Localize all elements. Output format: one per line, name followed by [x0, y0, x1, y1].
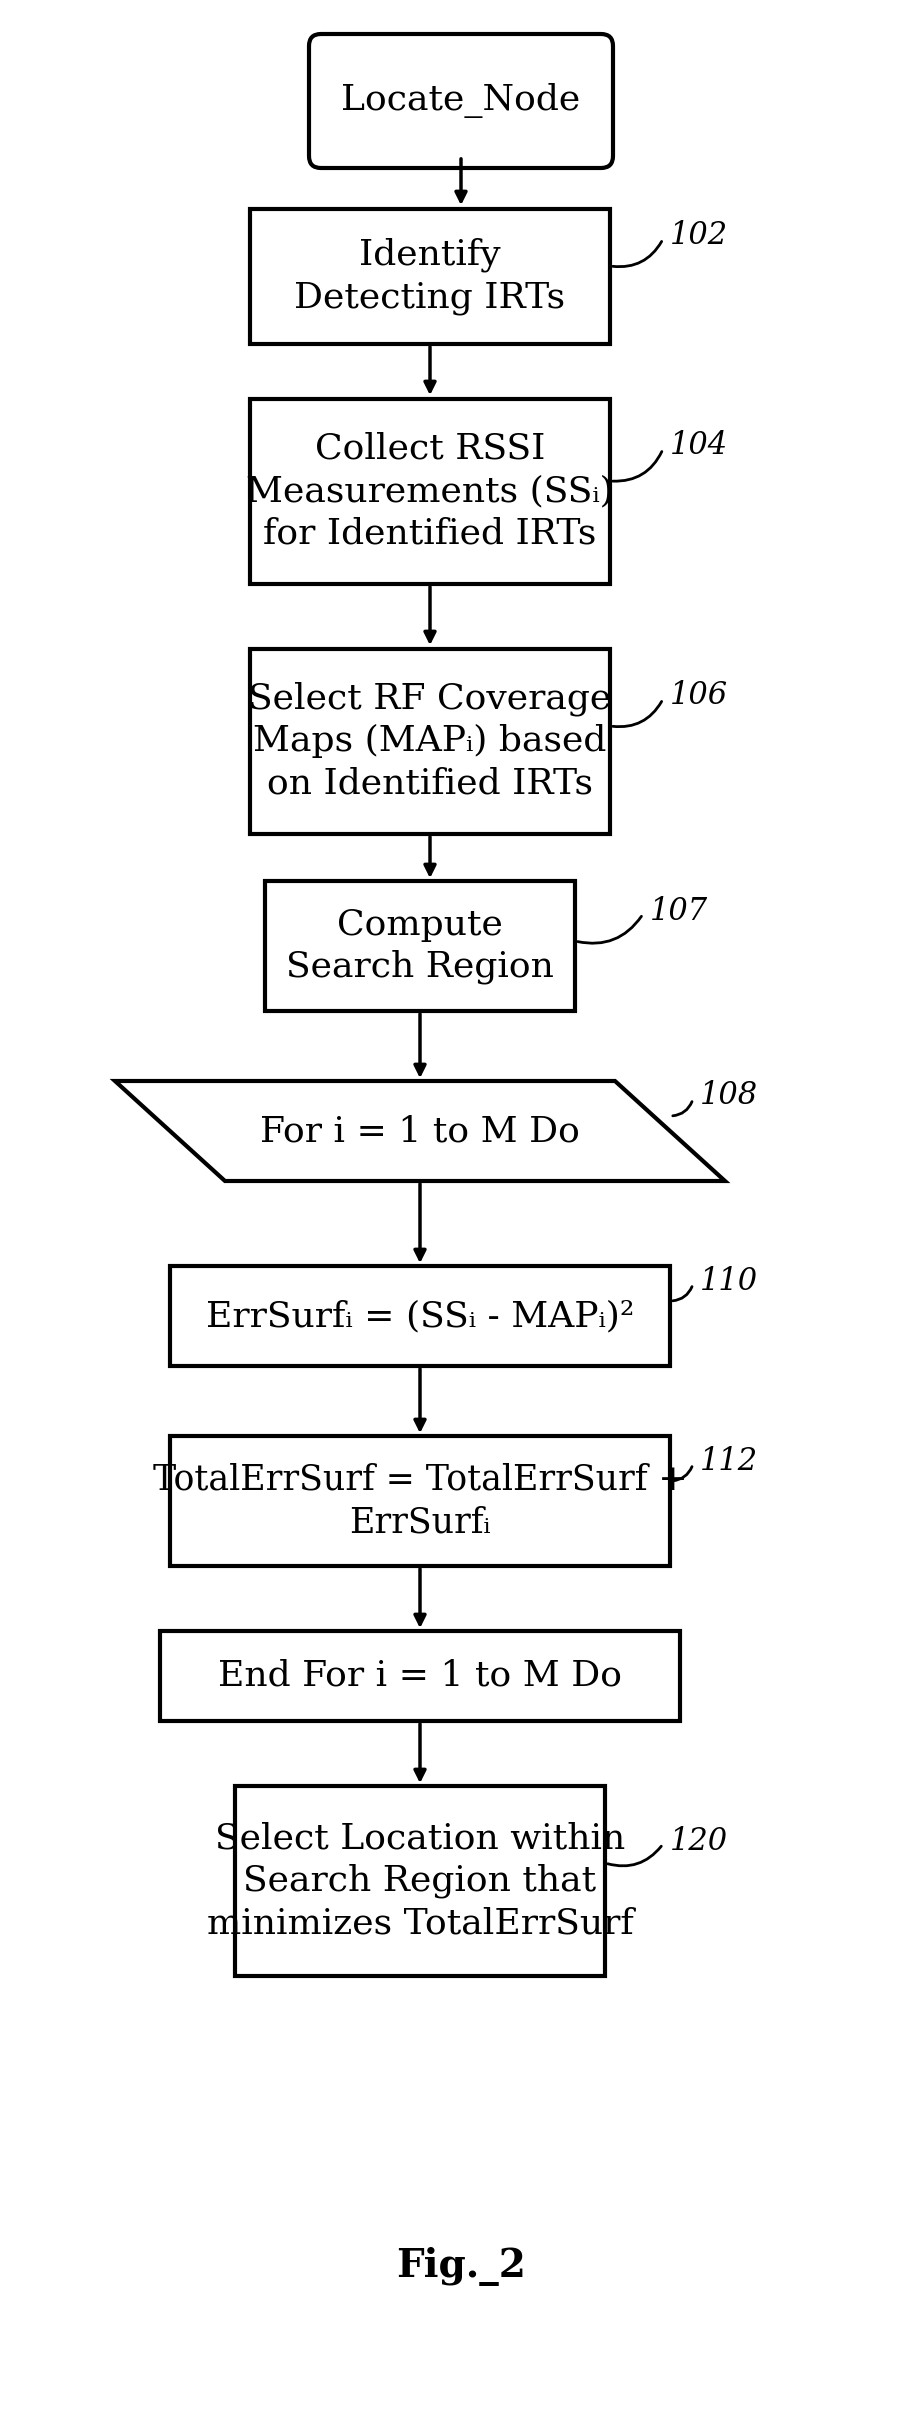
FancyArrowPatch shape: [613, 242, 662, 266]
FancyArrowPatch shape: [613, 702, 662, 726]
FancyArrowPatch shape: [673, 1467, 692, 1482]
Text: ErrSurfᵢ = (SSᵢ - MAPᵢ)²: ErrSurfᵢ = (SSᵢ - MAPᵢ)²: [206, 1300, 634, 1334]
Text: 120: 120: [670, 1825, 728, 1857]
Text: Select Location within
Search Region that
minimizes TotalErrSurf: Select Location within Search Region tha…: [207, 1821, 633, 1939]
Text: Fig._2: Fig._2: [396, 2247, 526, 2285]
Text: 107: 107: [650, 896, 708, 927]
Text: Compute
Search Region: Compute Search Region: [286, 908, 554, 985]
Text: 104: 104: [670, 431, 728, 462]
Text: TotalErrSurf = TotalErrSurf +
ErrSurfᵢ: TotalErrSurf = TotalErrSurf + ErrSurfᵢ: [153, 1462, 687, 1540]
Bar: [250, 208, 610, 344]
FancyArrowPatch shape: [578, 915, 642, 944]
FancyBboxPatch shape: [309, 34, 613, 167]
Text: 106: 106: [670, 680, 728, 712]
Text: End For i = 1 to M Do: End For i = 1 to M Do: [218, 1658, 622, 1692]
Text: 102: 102: [670, 220, 728, 252]
FancyArrowPatch shape: [613, 453, 662, 482]
Text: For i = 1 to M Do: For i = 1 to M Do: [260, 1114, 580, 1148]
Text: Locate_Node: Locate_Node: [341, 82, 581, 119]
FancyArrowPatch shape: [673, 1102, 692, 1116]
Text: Identify
Detecting IRTs: Identify Detecting IRTs: [294, 237, 565, 315]
Bar: [250, 399, 610, 583]
Text: 110: 110: [700, 1266, 758, 1298]
Polygon shape: [115, 1082, 725, 1181]
FancyArrowPatch shape: [673, 1286, 692, 1300]
Bar: [170, 1266, 670, 1365]
Bar: [235, 1787, 605, 1976]
Text: Select RF Coverage
Maps (MAPᵢ) based
on Identified IRTs: Select RF Coverage Maps (MAPᵢ) based on …: [248, 683, 611, 801]
Text: 108: 108: [700, 1080, 758, 1111]
Bar: [265, 881, 575, 1012]
Bar: [160, 1632, 680, 1721]
FancyArrowPatch shape: [608, 1847, 661, 1867]
Bar: [170, 1436, 670, 1566]
Text: Collect RSSI
Measurements (SSᵢ)
for Identified IRTs: Collect RSSI Measurements (SSᵢ) for Iden…: [246, 431, 614, 550]
Bar: [250, 649, 610, 833]
Text: 112: 112: [700, 1445, 758, 1477]
